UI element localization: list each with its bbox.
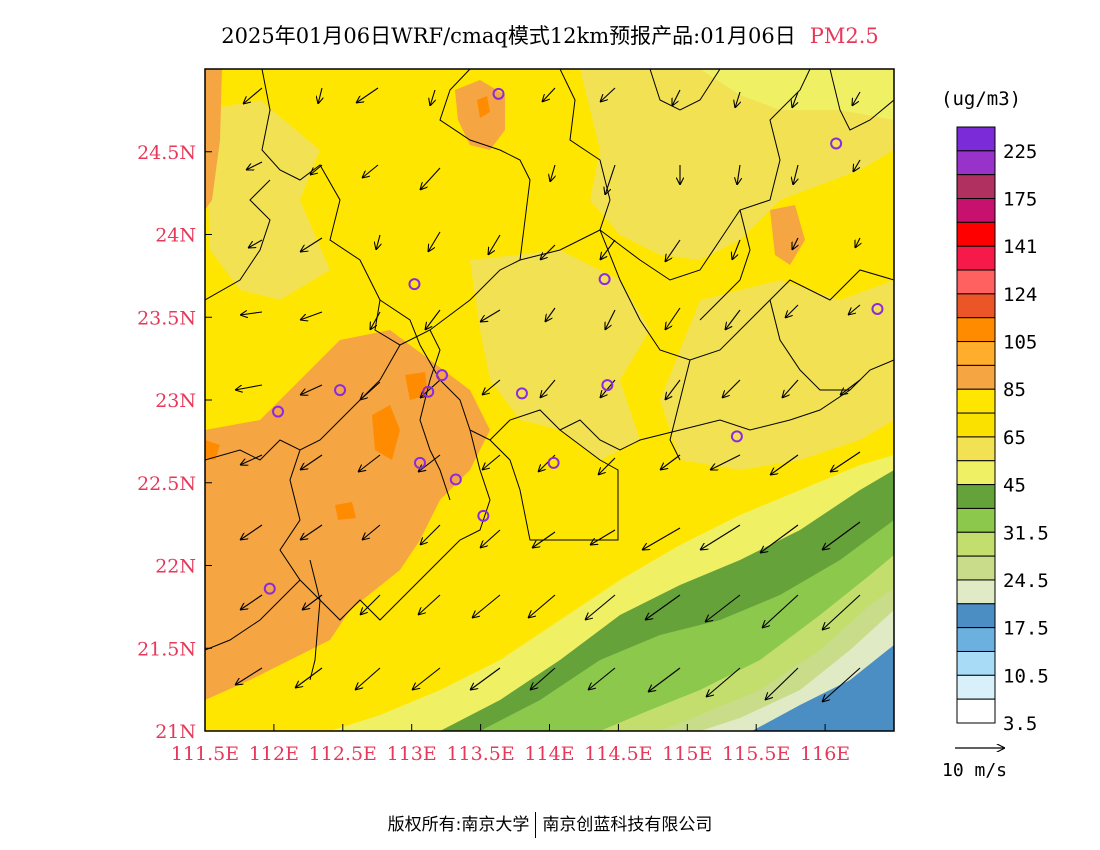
legend-label: 141 [1003,236,1037,258]
lon-tick-label: 112.5E [309,743,377,765]
title-text: 2025年01月06日WRF/cmaq模式12km预报产品:01月06日 [221,24,796,48]
admin-boundaries [205,69,894,681]
legend-label: 24.5 [1003,570,1049,592]
legend-swatch [956,627,996,652]
legend-swatch [956,388,996,414]
station-marker [871,302,884,315]
legend-label: 65 [1003,427,1026,449]
legend-swatch [956,698,996,724]
legend-label: 175 [1003,189,1037,211]
legend-label: 124 [1003,284,1037,306]
lon-tick-label: 115E [662,743,712,765]
legend-label: 3.5 [1003,713,1037,735]
station-marker [598,273,611,286]
station-marker [601,379,614,392]
legend-swatch [956,650,996,676]
latitude-ticks: 24.5N 24N 23.5N 23N 22.5N 22N 21.5N 21N [137,142,212,743]
lon-tick-label: 113.5E [446,743,514,765]
legend-swatch [956,245,996,271]
legend-swatch [956,460,996,486]
lat-tick-label: 21N [155,721,196,743]
pm25-field [205,69,894,731]
legend-swatch [956,436,996,462]
lon-tick-label: 115.5E [722,743,790,765]
station-marker [413,456,426,469]
legend-swatch [956,269,996,295]
legend-swatch [956,126,996,152]
legend-swatch [956,174,996,200]
legend-label: 17.5 [1003,618,1049,640]
legend-swatch [956,674,996,700]
lon-tick-label: 112E [249,743,299,765]
legend-swatch [956,198,996,223]
legend-unit: (ug/m3) [941,88,1022,110]
lat-tick-label: 22.5N [137,473,196,495]
lat-tick-label: 23.5N [137,307,196,329]
legend-swatch [956,341,996,366]
station-marker [730,430,743,443]
lat-tick-label: 24N [155,225,196,247]
legend-swatch [956,603,996,629]
station-marker [449,473,462,486]
legend-swatch [956,555,996,581]
legend-swatch [956,150,996,176]
legend-label: 85 [1003,379,1026,401]
legend-label: 225 [1003,141,1037,163]
legend-swatch [956,293,996,319]
station-marker [422,385,435,398]
station-marker [492,87,505,100]
lat-tick-label: 22N [155,556,196,578]
legend-label: 45 [1003,475,1026,497]
station-marker [334,384,347,397]
lat-tick-label: 21.5N [137,638,196,660]
legend-swatch [956,364,996,390]
wind-scale-label: 10 m/s [942,760,1008,781]
wind-vectors [235,87,860,702]
monitoring-stations [263,87,884,595]
legend-swatch [956,484,996,509]
footer-divider [535,812,537,838]
legend-label: 31.5 [1003,522,1049,544]
copyright-footer: 版权所有:南京大学 南京创蓝科技有限公司 [0,810,1100,838]
legend-swatch [956,531,996,557]
map-title: 2025年01月06日WRF/cmaq模式12km预报产品:01月06日 PM2.… [0,20,1100,50]
station-marker [408,278,421,291]
station-marker [436,369,449,382]
legend-swatch [956,579,996,605]
station-marker [515,387,528,400]
longitude-ticks: 111.5E 112E 112.5E 113E 113.5E 114E 114.5E 115E… [171,724,850,765]
pollutant-label: PM2.5 [809,24,879,48]
station-marker [547,456,560,469]
copyright-company: 南京创蓝科技有限公司 [542,815,713,835]
legend-swatch [956,412,996,438]
lon-tick-label: 114.5E [584,743,652,765]
legend-swatch [956,221,996,247]
station-marker [263,582,276,595]
lon-tick-label: 116E [800,743,850,765]
copyright-owner: 版权所有:南京大学 [387,815,530,835]
lat-tick-label: 24.5N [137,142,196,164]
legend-swatch [956,507,996,533]
lon-tick-label: 111.5E [171,743,239,765]
station-marker [830,137,843,150]
lon-tick-label: 113E [387,743,437,765]
legend-colorbar [956,126,996,724]
legend-swatch [956,317,996,343]
lon-tick-label: 114E [524,743,574,765]
station-marker [477,509,490,522]
legend-label: 105 [1003,332,1037,354]
legend-labels: 225 175 141 124 105 85 65 45 31.5 24.5 17.5 10.5 3.5 [1003,141,1049,735]
lat-tick-label: 23N [155,390,196,412]
station-marker [272,405,285,418]
legend-label: 10.5 [1003,665,1049,687]
